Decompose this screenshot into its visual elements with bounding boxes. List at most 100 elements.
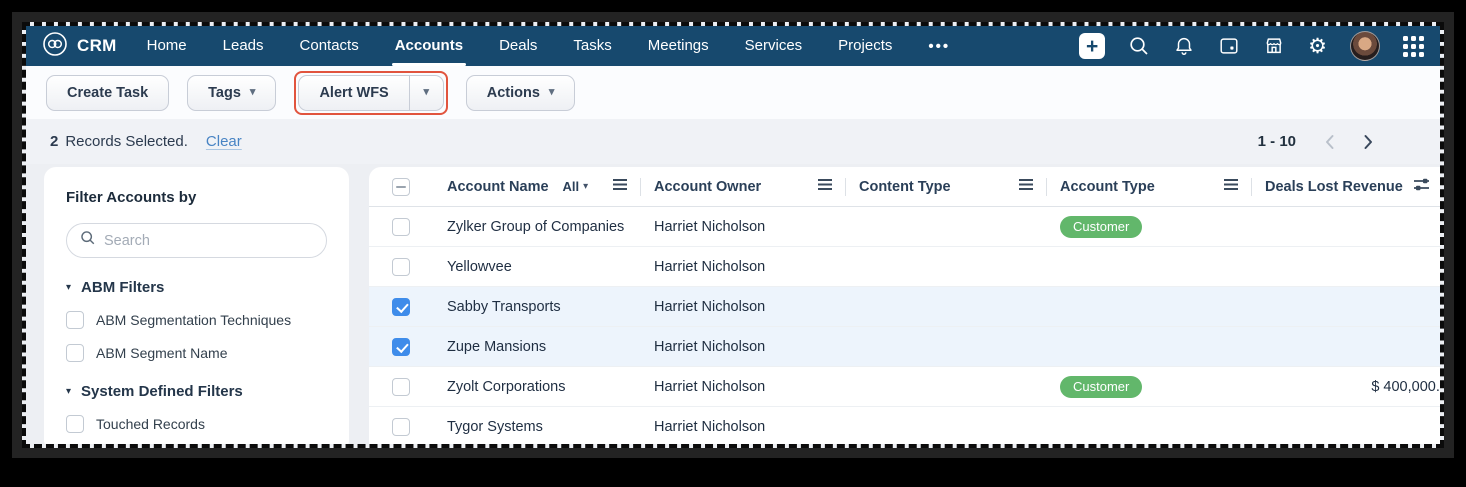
column-label: Content Type	[859, 178, 951, 195]
nav-more-icon[interactable]: •••	[928, 37, 951, 55]
account-name-cell[interactable]: Tygor Systems	[447, 418, 543, 435]
account-owner-cell: Harriet Nicholson	[654, 258, 766, 275]
calendar-icon[interactable]	[1218, 35, 1240, 57]
clear-selection-link[interactable]: Clear	[205, 133, 242, 150]
account-type-badge: Customer	[1060, 375, 1143, 398]
chevron-down-icon: ▾	[548, 86, 555, 98]
main-nav: Home Leads Contacts Accounts Deals Tasks…	[147, 26, 951, 66]
column-menu-icon[interactable]	[1223, 178, 1239, 195]
content-type-cell	[845, 207, 1046, 246]
nav-item-deals[interactable]: Deals	[499, 37, 538, 54]
column-menu-icon[interactable]	[612, 178, 628, 195]
row-checkbox[interactable]	[392, 217, 410, 236]
nav-item-projects[interactable]: Projects	[838, 37, 893, 54]
user-avatar[interactable]	[1350, 31, 1380, 61]
crm-window: CRM Home Leads Contacts Accounts Deals T…	[22, 22, 1444, 448]
row-checkbox-cell	[369, 247, 433, 286]
deals-lost-revenue-cell	[1251, 247, 1440, 286]
account-name-all-filter[interactable]: All ▾	[563, 179, 589, 194]
alert-wfs-button[interactable]: Alert WFS	[298, 74, 410, 111]
marketplace-store-icon[interactable]	[1263, 35, 1285, 57]
checkbox[interactable]	[66, 415, 84, 433]
nav-item-services[interactable]: Services	[744, 37, 803, 54]
checkbox-label: ABM Segment Name	[96, 345, 228, 361]
row-checkbox[interactable]	[392, 337, 410, 356]
account-type-cell	[1046, 407, 1251, 444]
notifications-bell-icon[interactable]	[1173, 35, 1195, 57]
tags-button[interactable]: Tags ▾	[187, 74, 277, 111]
column-header-account-type[interactable]: Account Type	[1046, 167, 1251, 206]
accounts-table: Account Name All ▾ Account Owner	[369, 167, 1440, 444]
account-name-cell[interactable]: Yellowvee	[447, 258, 512, 275]
column-label: Account Type	[1060, 178, 1155, 195]
filter-search-input[interactable]	[104, 232, 313, 249]
section-title: System Defined Filters	[81, 383, 243, 400]
section-abm-filters[interactable]: ▾ ABM Filters	[66, 279, 327, 296]
account-owner-cell: Harriet Nicholson	[654, 218, 766, 235]
nav-item-contacts[interactable]: Contacts	[299, 37, 359, 54]
checkbox-label: ABM Segmentation Techniques	[96, 312, 292, 328]
account-name-cell[interactable]: Sabby Transports	[447, 298, 561, 315]
deals-lost-revenue-cell: $ 400,000.00	[1251, 367, 1440, 406]
account-name-cell[interactable]: Zylker Group of Companies	[447, 218, 625, 235]
row-checkbox-cell	[369, 207, 433, 246]
nav-item-meetings[interactable]: Meetings	[647, 37, 709, 54]
collapse-caret-icon: ▾	[66, 386, 72, 397]
column-menu-icon[interactable]	[817, 178, 833, 195]
nav-item-accounts[interactable]: Accounts	[391, 26, 467, 66]
table-row[interactable]: Yellowvee Harriet Nicholson	[369, 247, 1440, 287]
column-header-account-owner[interactable]: Account Owner	[640, 167, 845, 206]
column-header-account-name[interactable]: Account Name All ▾	[433, 167, 640, 206]
selected-count: 2	[50, 133, 59, 150]
table-row[interactable]: Zupe Mansions Harriet Nicholson	[369, 327, 1440, 367]
main-content: Filter Accounts by ▾ ABM Filters ABM Seg…	[26, 164, 1440, 444]
nav-item-home[interactable]: Home	[146, 37, 187, 54]
row-checkbox[interactable]	[392, 297, 410, 316]
filter-touched-records[interactable]: Touched Records	[66, 415, 327, 433]
table-row[interactable]: Tygor Systems Harriet Nicholson	[369, 407, 1440, 444]
account-name-cell[interactable]: Zyolt Corporations	[447, 378, 566, 395]
settings-gear-icon[interactable]: ⚙	[1308, 34, 1327, 58]
row-checkbox[interactable]	[392, 417, 410, 436]
checkbox[interactable]	[66, 311, 84, 329]
actions-button[interactable]: Actions ▾	[465, 74, 576, 111]
checkbox[interactable]	[66, 344, 84, 362]
account-owner-cell: Harriet Nicholson	[654, 418, 766, 435]
select-all-checkbox[interactable]	[392, 177, 410, 196]
row-checkbox[interactable]	[392, 377, 410, 396]
column-menu-icon[interactable]	[1018, 178, 1034, 195]
filter-abm-segment-name[interactable]: ABM Segment Name	[66, 344, 327, 362]
alert-wfs-dropdown-button[interactable]: ▾	[409, 74, 444, 111]
pagination: 1 - 10	[1258, 133, 1374, 151]
filter-sidebar: Filter Accounts by ▾ ABM Filters ABM Seg…	[44, 167, 349, 444]
column-label: Deals Lost Revenue	[1265, 178, 1403, 195]
search-icon[interactable]	[1128, 35, 1150, 57]
row-checkbox[interactable]	[392, 257, 410, 276]
table-row[interactable]: Zyolt Corporations Harriet Nicholson Cus…	[369, 367, 1440, 407]
brand[interactable]: CRM	[42, 31, 117, 62]
section-system-defined-filters[interactable]: ▾ System Defined Filters	[66, 383, 327, 400]
section-title: ABM Filters	[81, 279, 165, 296]
previous-page-icon[interactable]	[1324, 133, 1335, 151]
column-settings-icon[interactable]	[1413, 177, 1431, 197]
column-header-content-type[interactable]: Content Type	[845, 167, 1046, 206]
nav-item-tasks[interactable]: Tasks	[573, 37, 612, 54]
content-type-cell	[845, 367, 1046, 406]
quick-create-plus-icon[interactable]: +	[1079, 33, 1106, 59]
table-row[interactable]: Zylker Group of Companies Harriet Nichol…	[369, 207, 1440, 247]
filter-search-box[interactable]	[66, 223, 327, 258]
chevron-down-icon: ▾	[249, 86, 256, 98]
deals-lost-revenue-cell	[1251, 407, 1440, 444]
next-page-icon[interactable]	[1363, 133, 1374, 151]
column-header-deals-lost-revenue[interactable]: Deals Lost Revenue	[1251, 167, 1440, 206]
create-task-button[interactable]: Create Task	[46, 74, 170, 111]
account-name-cell[interactable]: Zupe Mansions	[447, 338, 547, 355]
revenue-value: $ 400,000.00	[1371, 378, 1440, 395]
nav-item-leads[interactable]: Leads	[222, 37, 264, 54]
row-checkbox-cell	[369, 327, 433, 366]
deals-lost-revenue-cell	[1251, 287, 1440, 326]
account-type-cell: Customer	[1046, 367, 1251, 406]
filter-abm-segmentation-techniques[interactable]: ABM Segmentation Techniques	[66, 311, 327, 329]
table-row[interactable]: Sabby Transports Harriet Nicholson	[369, 287, 1440, 327]
apps-grid-icon[interactable]	[1403, 35, 1424, 57]
